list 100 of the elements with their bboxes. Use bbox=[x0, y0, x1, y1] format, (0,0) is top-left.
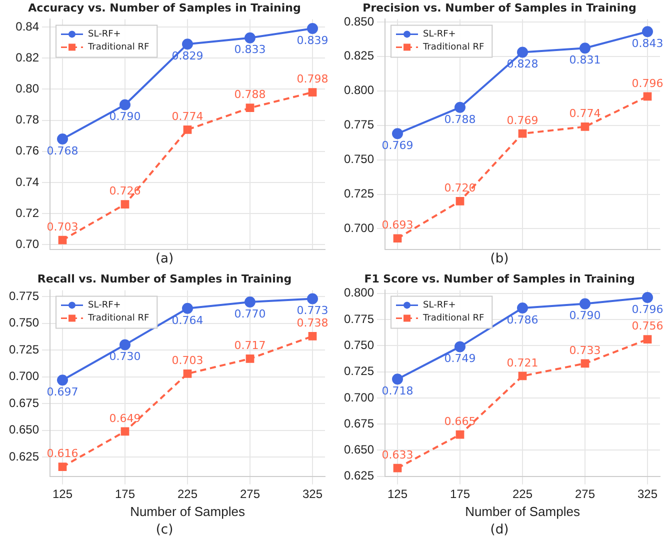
legend-label: Traditional RF bbox=[87, 42, 150, 53]
point bbox=[393, 464, 402, 472]
point bbox=[517, 46, 528, 58]
x-tick-label: 325 bbox=[302, 486, 323, 501]
data-label: 0.720 bbox=[444, 182, 476, 195]
data-label: 0.773 bbox=[296, 304, 328, 318]
chart-title: Precision vs. Number of Samples in Training bbox=[362, 1, 636, 14]
y-tick-label: 0.700 bbox=[344, 390, 374, 404]
y-tick-label: 0.750 bbox=[8, 316, 40, 330]
data-label: 0.721 bbox=[506, 356, 538, 370]
y-tick-label: 0.700 bbox=[8, 369, 40, 384]
data-label: 0.738 bbox=[296, 316, 328, 330]
y-tick-label: 0.700 bbox=[344, 221, 374, 236]
y-tick-label: 0.725 bbox=[8, 342, 40, 356]
data-label: 0.756 bbox=[632, 320, 664, 333]
x-tick-label: 325 bbox=[637, 486, 658, 501]
point bbox=[58, 236, 67, 244]
point bbox=[246, 354, 254, 363]
x-tick-label: 175 bbox=[114, 486, 136, 501]
point bbox=[392, 374, 403, 385]
data-label: 0.717 bbox=[234, 339, 266, 352]
data-label: 0.703 bbox=[46, 220, 78, 234]
y-tick-label: 0.76 bbox=[16, 144, 40, 158]
x-tick-label: 125 bbox=[387, 486, 408, 501]
point bbox=[182, 38, 193, 50]
y-tick-label: 0.78 bbox=[16, 112, 40, 127]
legend-label: Traditional RF bbox=[87, 314, 150, 324]
data-label: 0.749 bbox=[444, 352, 476, 366]
point bbox=[120, 339, 130, 350]
data-label: 0.831 bbox=[569, 54, 601, 67]
y-tick-label: 0.675 bbox=[8, 396, 40, 410]
x-tick-label: 225 bbox=[177, 486, 198, 501]
y-tick-label: 0.650 bbox=[344, 442, 374, 457]
y-tick-label: 0.750 bbox=[344, 152, 374, 166]
data-label: 0.697 bbox=[46, 385, 78, 398]
point bbox=[642, 292, 653, 304]
y-tick-label: 0.80 bbox=[16, 82, 40, 96]
data-label: 0.616 bbox=[46, 447, 78, 460]
data-label: 0.718 bbox=[382, 384, 414, 398]
point bbox=[454, 341, 466, 352]
point bbox=[57, 374, 68, 386]
data-label: 0.774 bbox=[569, 107, 601, 120]
point bbox=[454, 102, 466, 113]
data-label: 0.733 bbox=[569, 344, 601, 357]
point bbox=[308, 332, 317, 340]
point bbox=[58, 462, 67, 471]
data-label: 0.790 bbox=[569, 309, 601, 322]
data-label: 0.833 bbox=[234, 43, 266, 56]
point bbox=[307, 293, 318, 304]
y-tick-label: 0.70 bbox=[16, 237, 40, 252]
text: (b) bbox=[490, 252, 509, 267]
point bbox=[120, 200, 130, 208]
data-label: 0.774 bbox=[172, 110, 204, 123]
data-label: 0.769 bbox=[506, 114, 538, 127]
text: (d) bbox=[490, 522, 509, 538]
point bbox=[580, 298, 590, 310]
x-axis-title: Number of Samples bbox=[465, 504, 580, 520]
legend-label: SL-RF+ bbox=[423, 30, 456, 40]
data-label: 0.633 bbox=[382, 448, 414, 462]
data-label: 0.788 bbox=[234, 88, 266, 102]
y-tick-label: 0.800 bbox=[344, 286, 374, 300]
point bbox=[456, 196, 464, 206]
point bbox=[182, 302, 193, 314]
data-label: 0.769 bbox=[382, 138, 414, 152]
data-label: 0.770 bbox=[234, 307, 266, 320]
y-tick-label: 0.74 bbox=[16, 174, 40, 189]
y-tick-label: 0.775 bbox=[344, 312, 374, 326]
data-label: 0.839 bbox=[296, 34, 328, 47]
x-tick-label: 125 bbox=[52, 486, 73, 501]
point bbox=[120, 99, 130, 110]
x-tick-label: 275 bbox=[240, 486, 260, 501]
x-tick-label: 175 bbox=[450, 486, 470, 501]
data-label: 0.693 bbox=[382, 218, 414, 232]
data-label: 0.796 bbox=[632, 76, 664, 90]
legend-label: SL-RF+ bbox=[423, 300, 456, 311]
data-label: 0.768 bbox=[46, 144, 78, 158]
point bbox=[307, 23, 318, 34]
y-tick-label: 0.800 bbox=[344, 83, 374, 98]
point bbox=[643, 92, 652, 101]
point bbox=[580, 359, 590, 368]
data-label: 0.788 bbox=[444, 112, 476, 126]
chart-title: Accuracy vs. Number of Samples in Training bbox=[28, 1, 301, 14]
point bbox=[246, 104, 254, 112]
data-label: 0.843 bbox=[632, 36, 664, 50]
data-label: 0.790 bbox=[109, 110, 141, 124]
legend-label: Traditional RF bbox=[422, 42, 484, 53]
y-tick-label: 0.84 bbox=[16, 19, 40, 34]
text: (c) bbox=[156, 522, 174, 538]
data-label: 0.828 bbox=[506, 58, 538, 71]
y-tick-label: 0.725 bbox=[344, 186, 374, 201]
x-axis-title: Number of Samples bbox=[130, 504, 246, 520]
y-tick-label: 0.725 bbox=[344, 364, 374, 378]
data-label: 0.726 bbox=[109, 184, 141, 198]
y-tick-label: 0.775 bbox=[8, 288, 40, 303]
data-label: 0.665 bbox=[444, 414, 476, 428]
point bbox=[393, 234, 402, 243]
y-tick-label: 0.650 bbox=[8, 422, 40, 437]
point bbox=[518, 129, 527, 138]
point bbox=[456, 430, 464, 439]
point bbox=[518, 372, 527, 380]
